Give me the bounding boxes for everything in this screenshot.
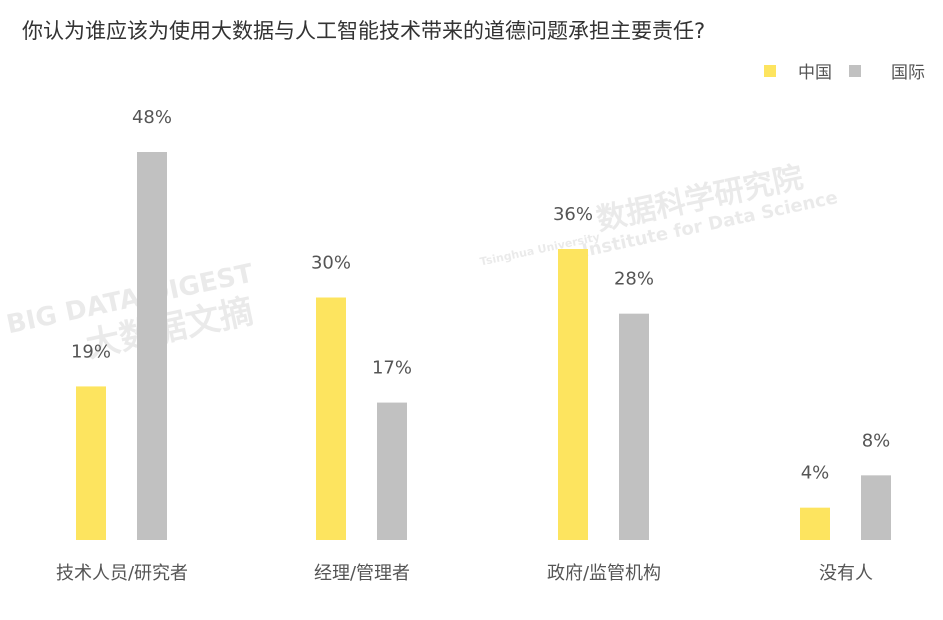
value-label: 28%: [614, 269, 654, 290]
bar: [137, 152, 167, 540]
legend-swatch: [849, 65, 861, 77]
bar: [619, 313, 649, 540]
bar: [800, 507, 830, 540]
value-label: 36%: [553, 204, 593, 225]
x-tick-label: 经理/管理者: [314, 563, 410, 584]
legend-label: 中国: [798, 63, 832, 83]
x-tick-label: 技术人员/研究者: [56, 563, 188, 584]
chart-title: 你认为谁应该为使用大数据与人工智能技术带来的道德问题承担主要责任?: [22, 19, 705, 43]
legend-swatch: [764, 65, 776, 77]
legend-label: 国际: [891, 63, 925, 83]
value-label: 17%: [372, 358, 412, 379]
bar: [316, 297, 346, 540]
value-label: 8%: [862, 430, 891, 451]
value-label: 4%: [801, 463, 830, 484]
value-label: 48%: [132, 107, 172, 128]
bar: [861, 475, 891, 540]
bar: [76, 386, 106, 540]
x-tick-label: 政府/监管机构: [547, 563, 661, 584]
bar: [558, 249, 588, 540]
value-label: 19%: [71, 341, 111, 362]
bar: [377, 402, 407, 540]
value-label: 30%: [311, 253, 351, 274]
x-tick-label: 没有人: [819, 563, 873, 584]
